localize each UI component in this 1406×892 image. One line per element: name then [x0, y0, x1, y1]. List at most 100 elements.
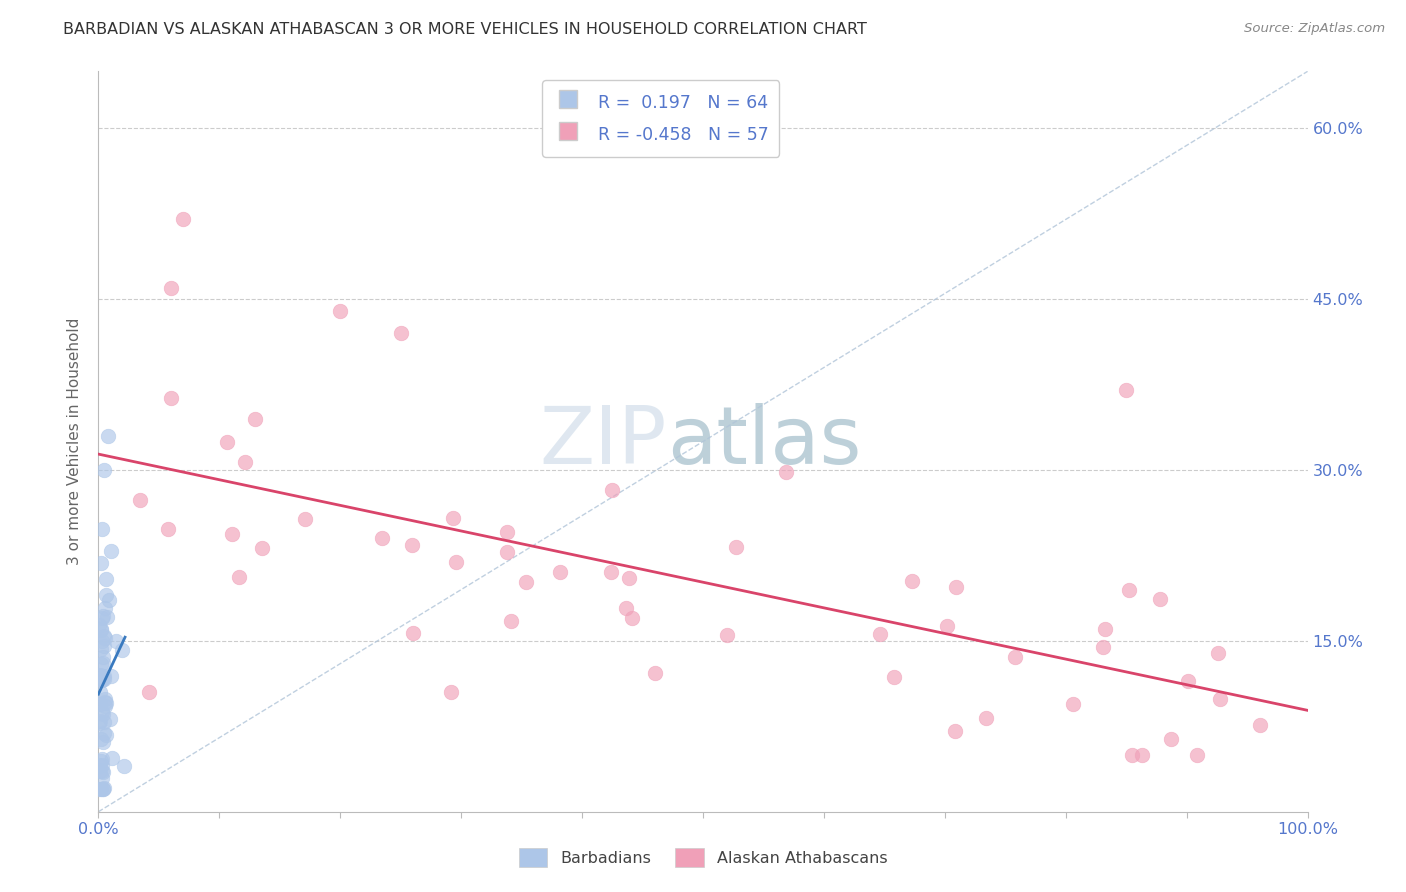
- Point: [87, 617, 110, 632]
- Point: [499, 614, 522, 628]
- Point: [89, 685, 111, 699]
- Point: [93, 600, 115, 615]
- Point: [160, 281, 183, 295]
- Y-axis label: 3 or more Vehicles in Household: 3 or more Vehicles in Household: [67, 318, 83, 566]
- Point: [621, 611, 644, 625]
- Point: [441, 510, 464, 524]
- Point: [96, 572, 118, 586]
- Point: [96, 610, 118, 624]
- Point: [104, 634, 127, 648]
- Point: [228, 570, 250, 584]
- Point: [1092, 640, 1115, 654]
- Point: [901, 574, 924, 589]
- Text: atlas: atlas: [666, 402, 860, 481]
- Point: [617, 571, 640, 585]
- Point: [1185, 747, 1208, 762]
- Point: [1208, 692, 1230, 706]
- Point: [217, 435, 239, 450]
- Point: [90, 634, 112, 648]
- Point: [90, 522, 112, 536]
- Point: [93, 780, 115, 795]
- Point: [93, 630, 115, 644]
- Point: [599, 566, 621, 580]
- Point: [869, 627, 891, 641]
- Point: [90, 611, 112, 625]
- Point: [1160, 732, 1182, 747]
- Point: [1177, 673, 1199, 688]
- Point: [1118, 582, 1140, 597]
- Point: [91, 781, 114, 796]
- Point: [1115, 384, 1137, 398]
- Point: [89, 764, 111, 778]
- Point: [90, 623, 112, 637]
- Text: ZIP: ZIP: [540, 402, 666, 481]
- Point: [90, 755, 112, 769]
- Point: [93, 726, 115, 740]
- Point: [90, 771, 112, 785]
- Point: [401, 538, 423, 552]
- Text: BARBADIAN VS ALASKAN ATHABASCAN 3 OR MORE VEHICLES IN HOUSEHOLD CORRELATION CHAR: BARBADIAN VS ALASKAN ATHABASCAN 3 OR MOR…: [63, 22, 868, 37]
- Legend: R =  0.197   N = 64, R = -0.458   N = 57: R = 0.197 N = 64, R = -0.458 N = 57: [543, 80, 779, 157]
- Point: [91, 758, 114, 772]
- Point: [389, 326, 412, 341]
- Point: [156, 523, 179, 537]
- Point: [1121, 747, 1143, 762]
- Point: [91, 656, 114, 670]
- Point: [94, 698, 117, 713]
- Text: Source: ZipAtlas.com: Source: ZipAtlas.com: [1244, 22, 1385, 36]
- Point: [243, 411, 266, 425]
- Point: [90, 752, 112, 766]
- Point: [111, 643, 134, 657]
- Point: [94, 696, 117, 710]
- Point: [1249, 718, 1271, 732]
- Point: [496, 524, 519, 539]
- Point: [91, 764, 114, 779]
- Point: [98, 713, 121, 727]
- Point: [93, 640, 115, 654]
- Point: [98, 593, 121, 607]
- Point: [1094, 622, 1116, 636]
- Point: [94, 631, 117, 645]
- Point: [93, 715, 115, 730]
- Point: [402, 626, 425, 640]
- Point: [100, 544, 122, 558]
- Point: [100, 669, 122, 683]
- Point: [91, 650, 114, 665]
- Point: [936, 619, 959, 633]
- Point: [945, 580, 967, 594]
- Point: [172, 212, 194, 227]
- Point: [294, 512, 316, 526]
- Point: [444, 555, 467, 569]
- Point: [90, 673, 112, 687]
- Point: [93, 672, 115, 686]
- Point: [883, 669, 905, 683]
- Point: [370, 531, 392, 545]
- Point: [89, 556, 111, 570]
- Point: [159, 392, 181, 406]
- Point: [329, 303, 352, 318]
- Legend: Barbadians, Alaskan Athabascans: Barbadians, Alaskan Athabascans: [510, 839, 896, 875]
- Point: [724, 541, 747, 555]
- Point: [90, 781, 112, 796]
- Point: [616, 601, 638, 615]
- Point: [89, 781, 111, 796]
- Point: [90, 669, 112, 683]
- Point: [1208, 646, 1230, 660]
- Point: [1004, 650, 1026, 665]
- Point: [515, 574, 537, 589]
- Point: [1130, 747, 1153, 762]
- Point: [943, 724, 966, 739]
- Point: [775, 465, 797, 479]
- Point: [1149, 591, 1171, 606]
- Point: [716, 627, 738, 641]
- Point: [90, 641, 112, 656]
- Point: [89, 714, 111, 728]
- Point: [90, 657, 112, 671]
- Point: [600, 483, 623, 497]
- Point: [94, 588, 117, 602]
- Point: [89, 716, 111, 731]
- Point: [90, 764, 112, 778]
- Point: [87, 758, 110, 772]
- Point: [112, 759, 135, 773]
- Point: [91, 706, 114, 721]
